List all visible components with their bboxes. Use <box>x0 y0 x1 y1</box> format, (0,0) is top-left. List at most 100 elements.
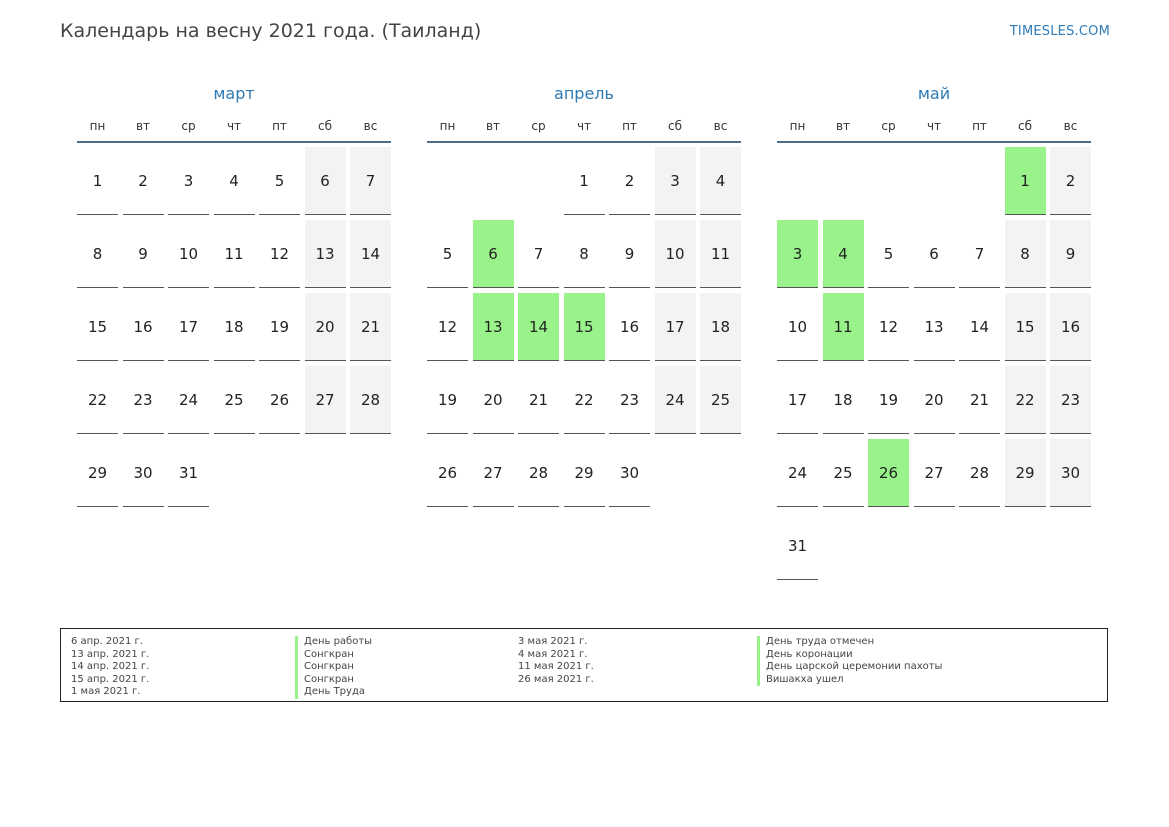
day-cell: 25 <box>700 366 741 434</box>
day-cell: 10 <box>168 220 209 288</box>
weekday-header: пн вт ср чт пт сб вс <box>427 118 741 134</box>
legend-holiday-name: День работы <box>295 636 372 649</box>
month-may: май пн вт ср чт пт сб вс 1 2 3 4 5 6 7 8 9 10 11 12 13 14 15 16… <box>777 84 1091 580</box>
day-cell: 27 <box>472 439 514 507</box>
holiday-day-cell: 15 <box>563 293 605 361</box>
weekday-label: чт <box>226 119 242 133</box>
day-cell: 4 <box>700 147 741 215</box>
legend-holiday-name: Вишакха ушел <box>757 673 942 686</box>
legend-holiday-name: Сонгкран <box>295 673 372 686</box>
empty-cell <box>473 147 514 215</box>
day-cell: 12 <box>259 220 300 288</box>
day-cell: 29 <box>1004 439 1046 507</box>
day-cell: 8 <box>563 220 605 288</box>
legend-date: 26 мая 2021 г. <box>518 673 594 685</box>
empty-cell <box>868 147 909 215</box>
empty-cell <box>959 147 1000 215</box>
day-cell: 27 <box>304 366 346 434</box>
legend-holiday-name: День коронации <box>757 648 942 661</box>
day-cell: 17 <box>168 293 209 361</box>
day-cell: 26 <box>427 439 468 507</box>
site-link[interactable]: TIMESLES.COM <box>1009 24 1110 39</box>
month-name: апрель <box>554 84 614 103</box>
holiday-day-cell: 13 <box>472 293 514 361</box>
day-cell: 14 <box>959 293 1000 361</box>
weekday-label: вс <box>363 119 378 133</box>
weekday-label: чт <box>576 119 592 133</box>
day-cell: 21 <box>350 293 391 361</box>
weekday-label: пн <box>89 119 106 133</box>
day-cell: 22 <box>1004 366 1046 434</box>
header-divider <box>427 141 741 143</box>
day-cell: 19 <box>868 366 909 434</box>
empty-cell <box>823 147 864 215</box>
empty-cell <box>427 147 468 215</box>
day-cell: 13 <box>913 293 955 361</box>
day-cell: 29 <box>563 439 605 507</box>
empty-cell <box>914 147 955 215</box>
day-cell: 5 <box>259 147 300 215</box>
day-cell: 9 <box>609 220 650 288</box>
day-cell: 16 <box>1050 293 1091 361</box>
holiday-day-cell: 14 <box>518 293 559 361</box>
day-cell: 7 <box>959 220 1000 288</box>
day-cell: 25 <box>213 366 255 434</box>
day-cell: 23 <box>1050 366 1091 434</box>
weekday-label: сб <box>318 119 332 133</box>
day-cell: 18 <box>700 293 741 361</box>
legend-date: 3 мая 2021 г. <box>518 636 588 647</box>
day-cell: 8 <box>1004 220 1046 288</box>
weekday-header: пн вт ср чт пт сб вс <box>777 118 1091 134</box>
holiday-day-cell: 3 <box>777 220 818 288</box>
day-cell: 28 <box>518 439 559 507</box>
day-grid: 1 2 3 4 5 6 7 8 9 10 11 12 13 14 15 16 17 18 19 20 21 22 23 24 2… <box>77 147 391 507</box>
day-cell: 3 <box>168 147 209 215</box>
day-cell: 2 <box>1050 147 1091 215</box>
weekday-label: ср <box>181 119 196 133</box>
legend-names-right: День труда отмечен День коронации День цар… <box>757 636 942 686</box>
day-grid: 1 2 3 4 5 6 7 8 9 10 11 12 13 14 15 16 17 18 19 20 21 22 23 24 2… <box>427 147 741 507</box>
weekday-label: пт <box>622 119 637 133</box>
day-cell: 30 <box>1050 439 1091 507</box>
month-april: апрель пн вт ср чт пт сб вс 1 2 3 4 5 6 7 8 9 10 11 12 13 14 1… <box>427 84 741 507</box>
day-cell: 7 <box>518 220 559 288</box>
day-cell: 1 <box>77 147 118 215</box>
legend-date: 1 мая 2021 г. <box>71 686 141 697</box>
day-cell: 21 <box>959 366 1000 434</box>
empty-cell <box>777 147 818 215</box>
day-cell: 2 <box>122 147 164 215</box>
day-cell: 18 <box>213 293 255 361</box>
legend-holiday-name: День труда отмечен <box>757 636 942 649</box>
weekday-label: сб <box>668 119 682 133</box>
legend-holiday-name: День царской церемонии пахоты <box>757 661 942 674</box>
header-divider <box>777 141 1091 143</box>
day-cell: 11 <box>700 220 741 288</box>
legend-date: 6 апр. 2021 г. <box>71 636 143 647</box>
legend-date: 11 мая 2021 г. <box>518 661 594 672</box>
day-cell: 5 <box>427 220 468 288</box>
day-cell: 28 <box>350 366 391 434</box>
weekday-label: ср <box>881 119 896 133</box>
weekday-label: пн <box>789 119 806 133</box>
day-cell: 9 <box>1050 220 1091 288</box>
legend-date: 15 апр. 2021 г. <box>71 673 150 685</box>
holiday-day-cell: 1 <box>1004 147 1046 215</box>
empty-cell <box>518 147 559 215</box>
day-grid: 1 2 3 4 5 6 7 8 9 10 11 12 13 14 15 16 17 18 19 20 21 22 23 24 2… <box>777 147 1091 580</box>
weekday-label: пт <box>272 119 287 133</box>
month-march: март пн вт ср чт пт сб вс 1 2 3 4 5 6 7 8 9 10 11 12 13 14 15 1… <box>77 84 391 507</box>
day-cell: 27 <box>913 439 955 507</box>
day-cell: 10 <box>654 220 696 288</box>
day-cell: 10 <box>777 293 818 361</box>
day-cell: 6 <box>913 220 955 288</box>
day-cell: 11 <box>213 220 255 288</box>
holiday-day-cell: 4 <box>822 220 864 288</box>
day-cell: 2 <box>609 147 650 215</box>
legend-date: 14 апр. 2021 г. <box>71 661 150 672</box>
day-cell: 29 <box>77 439 118 507</box>
day-cell: 9 <box>122 220 164 288</box>
day-cell: 23 <box>609 366 650 434</box>
day-cell: 8 <box>77 220 118 288</box>
weekday-label: вс <box>1063 119 1078 133</box>
legend-holiday-name: День Труда <box>295 686 372 699</box>
